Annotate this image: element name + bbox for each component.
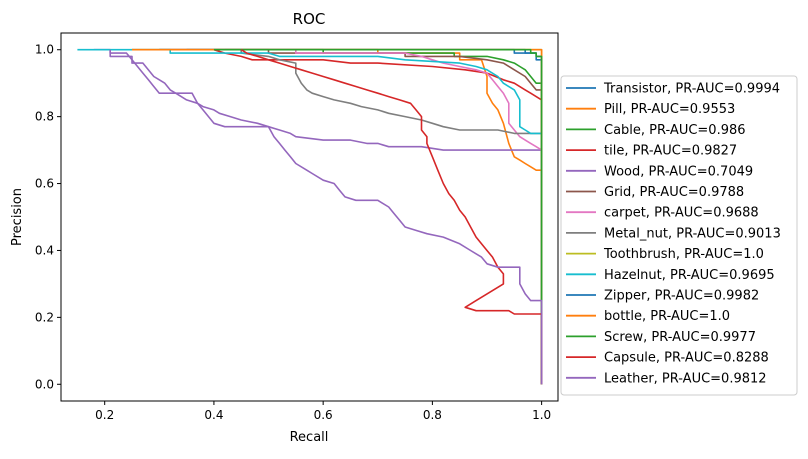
series-lines: [77, 48, 543, 385]
legend: Transistor, PR-AUC=0.9994 Pill, PR-AUC=0.…: [560, 75, 798, 396]
legend-label-0: Transistor, PR-AUC=0.9994: [603, 82, 780, 97]
legend-frame: [560, 75, 798, 396]
x-tick-label-2: 0.6: [314, 408, 333, 422]
series-line-7: [213, 48, 543, 385]
legend-label-5: Grid, PR-AUC=0.9788: [604, 185, 744, 200]
x-axis: 0.2 0.4 0.6 0.8 1.0: [95, 401, 551, 422]
legend-label-8: Toothbrush, PR-AUC=1.0: [603, 247, 764, 262]
legend-label-1: Pill, PR-AUC=0.9553: [604, 102, 735, 117]
x-tick-label-1: 0.4: [204, 408, 223, 422]
series-line-6: [186, 48, 543, 385]
x-tick-label-3: 0.8: [423, 408, 442, 422]
legend-label-7: Metal_nut, PR-AUC=0.9013: [604, 226, 781, 241]
legend-label-6: carpet, PR-AUC=0.9688: [604, 206, 759, 221]
y-tick-label-2: 0.4: [35, 243, 54, 257]
x-tick-label-4: 1.0: [532, 408, 551, 422]
y-tick-label-5: 1.0: [35, 43, 54, 57]
series-line-13: [240, 49, 543, 385]
legend-label-2: Cable, PR-AUC=0.986: [604, 123, 746, 138]
y-axis: 0.0 0.2 0.4 0.6 0.8 1.0: [35, 43, 61, 391]
legend-label-12: Screw, PR-AUC=0.9977: [604, 330, 756, 345]
x-axis-label: Recall: [290, 430, 329, 445]
legend-label-10: Zipper, PR-AUC=0.9982: [604, 289, 759, 304]
legend-label-9: Hazelnut, PR-AUC=0.9695: [604, 268, 775, 283]
x-tick-label-0: 0.2: [95, 408, 114, 422]
series-line-1: [132, 48, 543, 385]
series-line-5: [159, 48, 543, 385]
legend-label-11: bottle, PR-AUC=1.0: [604, 309, 730, 324]
y-tick-label-0: 0.0: [35, 377, 54, 391]
legend-label-3: tile, PR-AUC=0.9827: [604, 144, 737, 159]
legend-label-13: Capsule, PR-AUC=0.8288: [604, 351, 769, 366]
y-tick-label-1: 0.2: [35, 310, 54, 324]
chart-title: ROC: [293, 10, 326, 28]
series-line-9: [77, 48, 543, 385]
y-tick-label-4: 0.8: [35, 110, 54, 124]
series-line-4: [93, 48, 543, 385]
series-line-14: [109, 49, 543, 385]
series-line-3: [213, 48, 543, 385]
y-axis-label: Precision: [10, 188, 25, 246]
legend-label-4: Wood, PR-AUC=0.7049: [604, 164, 753, 179]
plot-frame: [60, 32, 559, 402]
y-tick-label-3: 0.6: [35, 177, 54, 191]
legend-label-14: Leather, PR-AUC=0.9812: [604, 371, 767, 386]
series-line-12: [213, 48, 543, 385]
